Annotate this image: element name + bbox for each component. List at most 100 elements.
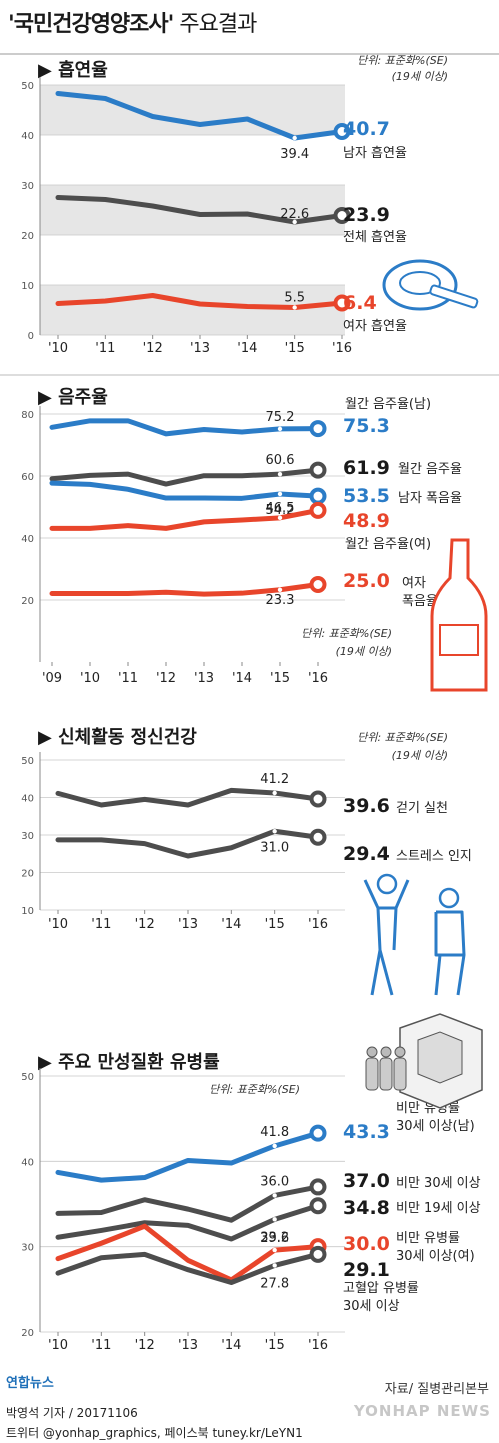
- series-name-2-1-0: 스트레스 인지: [396, 849, 472, 864]
- endpoint-2-1: [309, 828, 327, 846]
- point-marker-1-1: [277, 471, 283, 477]
- ytick-1-2: 60: [21, 472, 34, 483]
- series-name-3-2-0: 비만 19세 이상: [396, 1201, 481, 1216]
- endpoint-1-4: [309, 576, 327, 593]
- cigarette-icon: [429, 284, 479, 309]
- patient-body-icon-2: [393, 1057, 407, 1091]
- ytick-2-0: 10: [21, 906, 34, 917]
- endpoint-2-0: [309, 790, 327, 808]
- xtick-2-1: '11: [91, 917, 111, 932]
- value-label-0-2: 6.4: [343, 292, 377, 314]
- point-label-1-0: 75.2: [266, 410, 295, 425]
- point-label-0-1: 22.6: [280, 207, 309, 222]
- endpoint-3-0: [309, 1124, 327, 1142]
- panel-title-2: ▶ 신체활동 정신건강: [38, 727, 197, 748]
- ashtray-icon: [382, 259, 458, 311]
- ytick-2-3: 40: [21, 794, 34, 805]
- value-label-3-4: 29.1: [343, 1259, 390, 1281]
- series-line-1-0: [49, 418, 321, 437]
- series-name-1-0-0: 월간 음주율(남): [345, 397, 431, 412]
- yonhap-logo: 연합뉴스: [6, 1376, 54, 1391]
- xtick-0-4: '14: [237, 341, 257, 356]
- endpoint-1-0: [309, 420, 327, 438]
- ytick-0-2: 20: [21, 231, 34, 242]
- xtick-1-3: '12: [156, 671, 176, 686]
- series-name-3-4-1: 30세 이상: [343, 1299, 400, 1314]
- ytick-3-1: 30: [21, 1243, 34, 1254]
- xtick-2-5: '15: [265, 917, 285, 932]
- xtick-1-2: '11: [118, 671, 138, 686]
- endpoint-3-4: [309, 1245, 327, 1263]
- patient-body-icon-1: [379, 1057, 393, 1091]
- yonhap-watermark: YONHAP NEWS: [353, 1402, 491, 1420]
- endpoint-1-3: [309, 501, 327, 519]
- series-name-1-4-1: 폭음율: [402, 594, 438, 609]
- point-marker-1-0: [277, 426, 283, 432]
- value-label-3-1: 37.0: [343, 1170, 390, 1192]
- ytick-3-3: 50: [21, 1072, 34, 1083]
- panel-title-1: ▶ 음주율: [38, 387, 108, 408]
- xtick-0-5: '15: [285, 341, 305, 356]
- value-label-1-3: 48.9: [343, 510, 390, 532]
- endpoint-0-0: [333, 123, 351, 140]
- point-label-3-3: 29.6: [260, 1231, 289, 1246]
- panel-unit2-0: (19세 이상): [392, 70, 448, 83]
- point-label-3-2: 33.2: [260, 1230, 289, 1245]
- xtick-1-6: '15: [270, 671, 290, 686]
- point-marker-3-4: [272, 1263, 277, 1268]
- series-name-1-3-0: 월간 음주율(여): [345, 537, 431, 552]
- ytick-0-4: 40: [21, 131, 34, 142]
- patient-head-icon-0: [366, 1046, 378, 1058]
- xtick-1-7: '16: [308, 671, 328, 686]
- point-label-3-4: 27.8: [260, 1276, 289, 1291]
- point-marker-0-1: [292, 219, 297, 225]
- panel-unit-2: 단위: 표준화%(SE): [357, 731, 448, 744]
- ytick-1-0: 20: [21, 596, 34, 607]
- point-label-2-0: 41.2: [260, 772, 289, 787]
- main-title-sub: 주요결과: [173, 12, 257, 37]
- ytick-1-3: 80: [21, 410, 34, 421]
- point-marker-1-2: [277, 491, 283, 497]
- person-stressed-icon: [434, 910, 466, 996]
- person2-head-icon: [438, 887, 460, 909]
- point-marker-1-3: [277, 515, 283, 521]
- point-label-1-1: 60.6: [266, 453, 295, 468]
- series-name-1-4-0: 여자: [402, 576, 426, 591]
- panel-unit2-1: (19세 이상): [336, 645, 392, 658]
- xtick-1-1: '10: [80, 671, 100, 686]
- value-label-3-3: 30.0: [343, 1233, 390, 1255]
- xtick-0-1: '11: [95, 341, 115, 356]
- xtick-0-6: '16: [332, 341, 352, 356]
- social-text: 트위터 @yonhap_graphics, 페이스북 tuney.kr/LeYN…: [6, 1426, 303, 1440]
- series-name-3-3-1: 30세 이상(여): [396, 1249, 475, 1264]
- value-label-1-2: 53.5: [343, 485, 390, 507]
- series-name-3-3-0: 비만 유병률: [396, 1231, 460, 1246]
- value-label-1-0: 75.3: [343, 415, 390, 437]
- xtick-3-4: '14: [221, 1338, 241, 1353]
- xtick-2-3: '13: [178, 917, 198, 932]
- panel-title-0: ▶ 흡연율: [38, 59, 108, 81]
- series-name-0-0-0: 남자 흡연율: [343, 146, 407, 161]
- point-label-0-2: 5.5: [284, 291, 305, 306]
- patient-body-icon-0: [365, 1057, 379, 1091]
- xtick-1-4: '13: [194, 671, 214, 686]
- ytick-0-3: 30: [21, 181, 34, 192]
- endpoint-1-2: [309, 487, 327, 505]
- person-cheering-icon: [363, 879, 410, 996]
- series-line-1-4: [49, 582, 321, 597]
- panel-unit-1: 단위: 표준화%(SE): [301, 627, 392, 640]
- ytick-0-1: 10: [21, 281, 34, 292]
- hospital-cross-icon: [417, 1031, 463, 1084]
- xtick-0-0: '10: [48, 341, 68, 356]
- endpoint-1-1: [309, 461, 327, 479]
- xtick-1-0: '09: [42, 671, 62, 686]
- xtick-2-4: '14: [221, 917, 241, 932]
- xtick-3-3: '13: [178, 1338, 198, 1353]
- ytick-2-2: 30: [21, 831, 34, 842]
- xtick-2-2: '12: [135, 917, 155, 932]
- xtick-1-5: '14: [232, 671, 252, 686]
- xtick-3-0: '10: [48, 1338, 68, 1353]
- point-marker-0-0: [292, 135, 297, 141]
- value-label-2-1: 29.4: [343, 843, 390, 865]
- series-name-2-0-0: 걷기 실천: [396, 801, 448, 816]
